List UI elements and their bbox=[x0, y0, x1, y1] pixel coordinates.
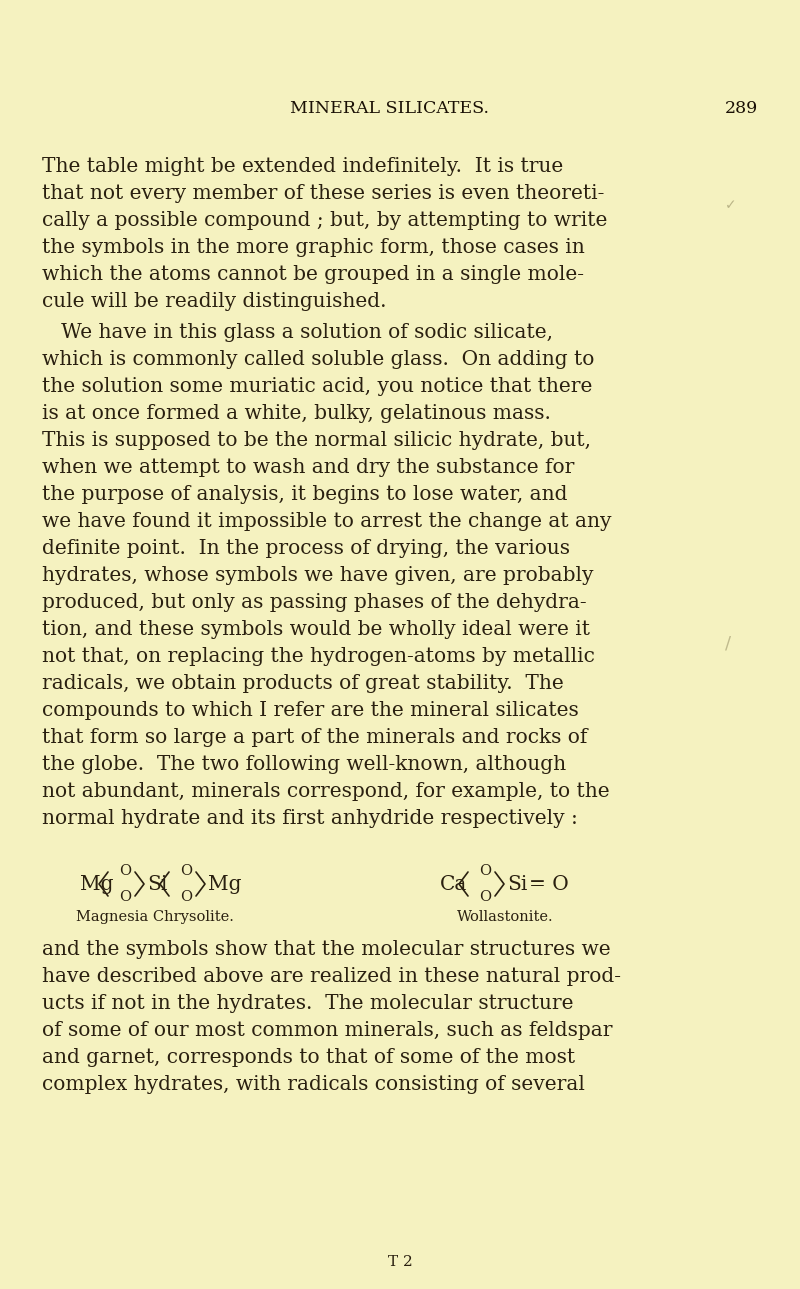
Text: when we attempt to wash and dry the substance for: when we attempt to wash and dry the subs… bbox=[42, 458, 574, 477]
Text: We have in this glass a solution of sodic silicate,: We have in this glass a solution of sodi… bbox=[42, 324, 553, 342]
Text: Mg: Mg bbox=[80, 874, 114, 893]
Text: The table might be extended indefinitely.  It is true: The table might be extended indefinitely… bbox=[42, 157, 563, 177]
Text: T 2: T 2 bbox=[388, 1255, 412, 1268]
Text: the solution some muriatic acid, you notice that there: the solution some muriatic acid, you not… bbox=[42, 376, 592, 396]
Text: This is supposed to be the normal silicic hydrate, but,: This is supposed to be the normal silici… bbox=[42, 431, 591, 450]
Text: produced, but only as passing phases of the dehydra-: produced, but only as passing phases of … bbox=[42, 593, 586, 612]
Text: hydrates, whose symbols we have given, are probably: hydrates, whose symbols we have given, a… bbox=[42, 566, 594, 585]
Text: that not every member of these series is even theoreti-: that not every member of these series is… bbox=[42, 184, 604, 202]
Text: Si: Si bbox=[507, 874, 527, 893]
Text: ✓: ✓ bbox=[725, 199, 737, 211]
Text: O: O bbox=[180, 889, 192, 904]
Text: cule will be readily distinguished.: cule will be readily distinguished. bbox=[42, 293, 386, 311]
Text: we have found it impossible to arrest the change at any: we have found it impossible to arrest th… bbox=[42, 512, 611, 531]
Text: O: O bbox=[119, 864, 131, 878]
Text: O: O bbox=[479, 864, 491, 878]
Text: MINERAL SILICATES.: MINERAL SILICATES. bbox=[290, 101, 490, 117]
Text: of some of our most common minerals, such as feldspar: of some of our most common minerals, suc… bbox=[42, 1021, 613, 1040]
Text: which is commonly called soluble glass.  On adding to: which is commonly called soluble glass. … bbox=[42, 351, 594, 369]
Text: tion, and these symbols would be wholly ideal were it: tion, and these symbols would be wholly … bbox=[42, 620, 590, 639]
Text: the symbols in the more graphic form, those cases in: the symbols in the more graphic form, th… bbox=[42, 238, 585, 257]
Text: is at once formed a white, bulky, gelatinous mass.: is at once formed a white, bulky, gelati… bbox=[42, 403, 551, 423]
Text: 289: 289 bbox=[725, 101, 758, 117]
Text: Magnesia Chrysolite.: Magnesia Chrysolite. bbox=[76, 910, 234, 924]
Text: definite point.  In the process of drying, the various: definite point. In the process of drying… bbox=[42, 539, 570, 558]
Text: Si: Si bbox=[147, 874, 167, 893]
Text: O: O bbox=[180, 864, 192, 878]
Text: and the symbols show that the molecular structures we: and the symbols show that the molecular … bbox=[42, 940, 610, 959]
Text: which the atoms cannot be grouped in a single mole-: which the atoms cannot be grouped in a s… bbox=[42, 266, 584, 284]
Text: have described above are realized in these natural prod-: have described above are realized in the… bbox=[42, 967, 621, 986]
Text: not abundant, minerals correspond, for example, to the: not abundant, minerals correspond, for e… bbox=[42, 782, 610, 800]
Text: radicals, we obtain products of great stability.  The: radicals, we obtain products of great st… bbox=[42, 674, 564, 693]
Text: complex hydrates, with radicals consisting of several: complex hydrates, with radicals consisti… bbox=[42, 1075, 585, 1094]
Text: not that, on replacing the hydrogen-atoms by metallic: not that, on replacing the hydrogen-atom… bbox=[42, 647, 595, 666]
Text: Wollastonite.: Wollastonite. bbox=[457, 910, 554, 924]
Text: normal hydrate and its first anhydride respectively :: normal hydrate and its first anhydride r… bbox=[42, 809, 578, 828]
Text: = O: = O bbox=[529, 874, 569, 893]
Text: Mg: Mg bbox=[208, 874, 242, 893]
Text: the globe.  The two following well-known, although: the globe. The two following well-known,… bbox=[42, 755, 566, 773]
Text: that form so large a part of the minerals and rocks of: that form so large a part of the mineral… bbox=[42, 728, 587, 748]
Text: /: / bbox=[725, 635, 731, 654]
Text: the purpose of analysis, it begins to lose water, and: the purpose of analysis, it begins to lo… bbox=[42, 485, 567, 504]
Text: Ca: Ca bbox=[440, 874, 467, 893]
Text: O: O bbox=[479, 889, 491, 904]
Text: compounds to which I refer are the mineral silicates: compounds to which I refer are the miner… bbox=[42, 701, 578, 721]
Text: ucts if not in the hydrates.  The molecular structure: ucts if not in the hydrates. The molecul… bbox=[42, 994, 574, 1013]
Text: and garnet, corresponds to that of some of the most: and garnet, corresponds to that of some … bbox=[42, 1048, 575, 1067]
Text: O: O bbox=[119, 889, 131, 904]
Text: cally a possible compound ; but, by attempting to write: cally a possible compound ; but, by atte… bbox=[42, 211, 607, 229]
